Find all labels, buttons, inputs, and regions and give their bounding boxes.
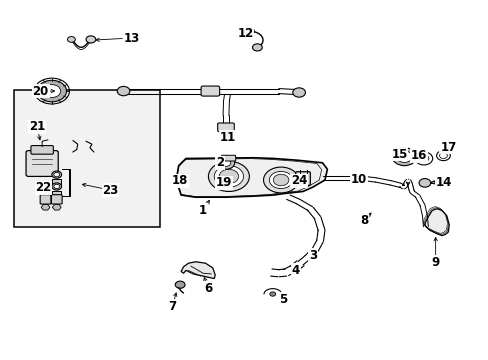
Text: 17: 17 (439, 140, 455, 153)
Circle shape (263, 167, 298, 193)
Bar (52, 179, 61, 184)
Circle shape (117, 86, 130, 96)
Text: 2: 2 (216, 156, 224, 169)
Polygon shape (52, 204, 61, 210)
Text: 3: 3 (308, 249, 316, 262)
Text: 23: 23 (102, 184, 118, 197)
Text: 19: 19 (215, 176, 232, 189)
Circle shape (43, 85, 61, 98)
Circle shape (208, 161, 249, 192)
Text: 6: 6 (203, 282, 212, 295)
Circle shape (273, 174, 288, 186)
Text: 1: 1 (199, 204, 207, 217)
FancyBboxPatch shape (217, 123, 234, 132)
Text: 22: 22 (36, 181, 52, 194)
Circle shape (37, 80, 66, 102)
FancyBboxPatch shape (51, 195, 62, 204)
Circle shape (439, 153, 447, 158)
Circle shape (221, 159, 230, 166)
Bar (14, 90, 159, 227)
Circle shape (52, 183, 61, 190)
Circle shape (54, 172, 60, 177)
Text: 9: 9 (430, 256, 439, 269)
Text: 8: 8 (359, 214, 367, 227)
Polygon shape (176, 158, 327, 197)
Circle shape (269, 292, 275, 296)
Circle shape (396, 151, 411, 162)
Text: 12: 12 (237, 27, 253, 40)
Circle shape (418, 179, 430, 187)
Circle shape (244, 28, 254, 35)
Circle shape (175, 281, 184, 288)
Circle shape (414, 152, 432, 165)
Text: 7: 7 (168, 300, 176, 313)
Circle shape (86, 36, 96, 43)
Polygon shape (41, 204, 50, 210)
Text: 18: 18 (172, 174, 188, 187)
FancyBboxPatch shape (26, 150, 58, 176)
Circle shape (269, 171, 292, 189)
FancyBboxPatch shape (221, 155, 235, 161)
Bar (52, 191, 61, 196)
Circle shape (418, 155, 428, 162)
Text: 15: 15 (390, 148, 407, 161)
Text: 13: 13 (123, 32, 139, 45)
Text: 11: 11 (219, 131, 235, 144)
Circle shape (434, 179, 444, 186)
Text: 10: 10 (350, 173, 366, 186)
Circle shape (252, 44, 262, 51)
Polygon shape (181, 262, 215, 279)
Circle shape (217, 156, 234, 169)
Circle shape (52, 171, 61, 178)
Text: 5: 5 (279, 293, 287, 306)
Text: 21: 21 (29, 121, 45, 134)
Circle shape (391, 148, 416, 166)
Circle shape (54, 184, 60, 189)
Bar (69, 169, 70, 196)
Text: 4: 4 (291, 264, 299, 277)
Text: 14: 14 (434, 176, 451, 189)
FancyBboxPatch shape (40, 195, 51, 204)
Circle shape (219, 169, 238, 184)
FancyBboxPatch shape (201, 86, 219, 96)
FancyBboxPatch shape (31, 145, 53, 154)
FancyBboxPatch shape (295, 172, 310, 185)
Polygon shape (424, 209, 448, 235)
Text: 16: 16 (410, 149, 427, 162)
Text: 24: 24 (290, 174, 306, 187)
Circle shape (292, 88, 305, 97)
Circle shape (436, 150, 449, 161)
Circle shape (67, 37, 75, 42)
Circle shape (214, 166, 243, 187)
Text: 20: 20 (33, 85, 49, 98)
